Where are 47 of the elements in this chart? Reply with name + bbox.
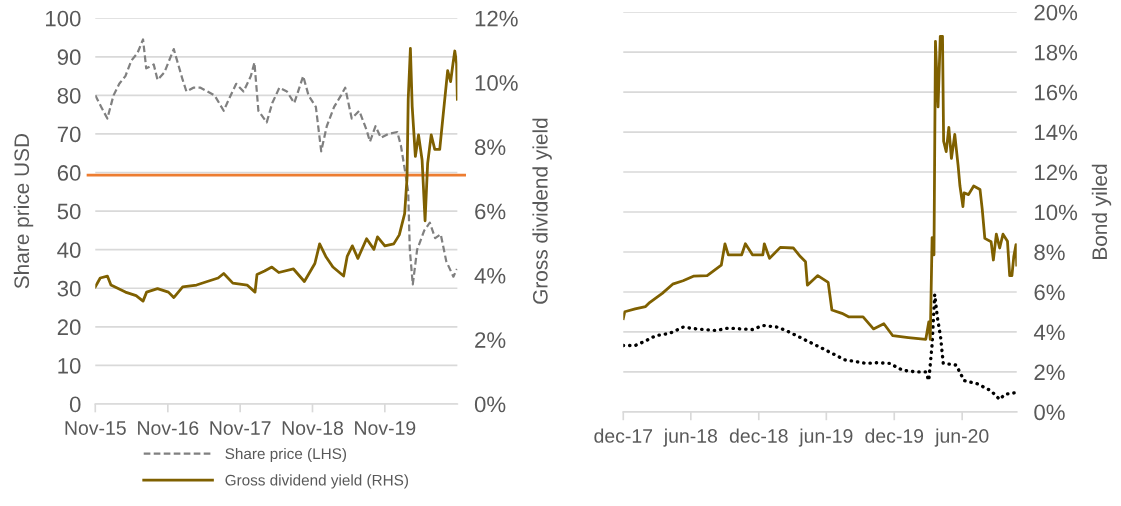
y2-tick-label: 8%	[1034, 244, 1065, 261]
x-tick-label: Nov-16	[138, 421, 199, 435]
x-tick-label: dec-19	[865, 428, 924, 443]
y-tick-label: 60	[57, 165, 81, 181]
x-tick-label: jun-20	[934, 428, 989, 447]
y2-tick-label: 10%	[475, 75, 518, 91]
y2-tick-label: 12%	[1035, 164, 1078, 181]
y-axis-title: Share price USD	[13, 133, 34, 289]
y-tick-label: 20	[57, 319, 81, 336]
y-tick-label: 50	[57, 203, 81, 220]
x-tick-label: Nov-19	[355, 421, 416, 435]
line-series	[623, 34, 1017, 341]
line-series	[623, 292, 1017, 402]
y2-tick-label: 4%	[1033, 324, 1065, 341]
x-tick-label: jun-18	[663, 428, 718, 447]
y-tick-label: 30	[57, 280, 81, 297]
y2-tick-label: 10%	[1035, 204, 1078, 221]
y2-tick-label: 2%	[1034, 364, 1065, 381]
x-tick-label: Nov-18	[282, 421, 343, 435]
y-tick-label: 70	[57, 126, 81, 143]
y-tick-label: 10	[58, 357, 81, 374]
x-tick-label: dec-17	[594, 428, 653, 443]
y2-tick-label: 0%	[1034, 404, 1065, 421]
y2-tick-label: 2%	[475, 332, 506, 348]
y2-tick-label: 12%	[475, 10, 518, 27]
x-tick-label: dec-18	[729, 428, 788, 443]
y2-tick-label: 0%	[474, 396, 506, 413]
y2-tick-label: 8%	[475, 139, 506, 156]
y-tick-label: 40	[57, 242, 81, 258]
legend-label: Gross dividend yield (RHS)	[225, 474, 408, 489]
y2-tick-label: 4%	[474, 268, 506, 284]
y-tick-label: 0	[69, 396, 81, 413]
x-tick-label: Nov-15	[65, 421, 126, 435]
y-tick-label: 80	[57, 87, 81, 104]
legend-label: Share price (LHS)	[225, 447, 347, 463]
y2-tick-label: 18%	[1035, 44, 1078, 61]
y2-tick-label: 14%	[1035, 124, 1078, 141]
x-tick-label: Nov-17	[210, 421, 271, 435]
y2-tick-label: 6%	[1034, 284, 1065, 301]
y2-tick-label: 6%	[475, 203, 506, 220]
y-tick-label: 90	[57, 49, 81, 66]
y2-tick-label: 16%	[1035, 84, 1078, 101]
y2-axis-title: Bond yiled	[1091, 164, 1112, 259]
y2-tick-label: 20%	[1034, 4, 1078, 21]
y2-axis-title: Gross dividend yield	[532, 118, 552, 304]
x-tick-label: jun-19	[798, 428, 853, 447]
y-tick-label: 100	[46, 10, 81, 27]
